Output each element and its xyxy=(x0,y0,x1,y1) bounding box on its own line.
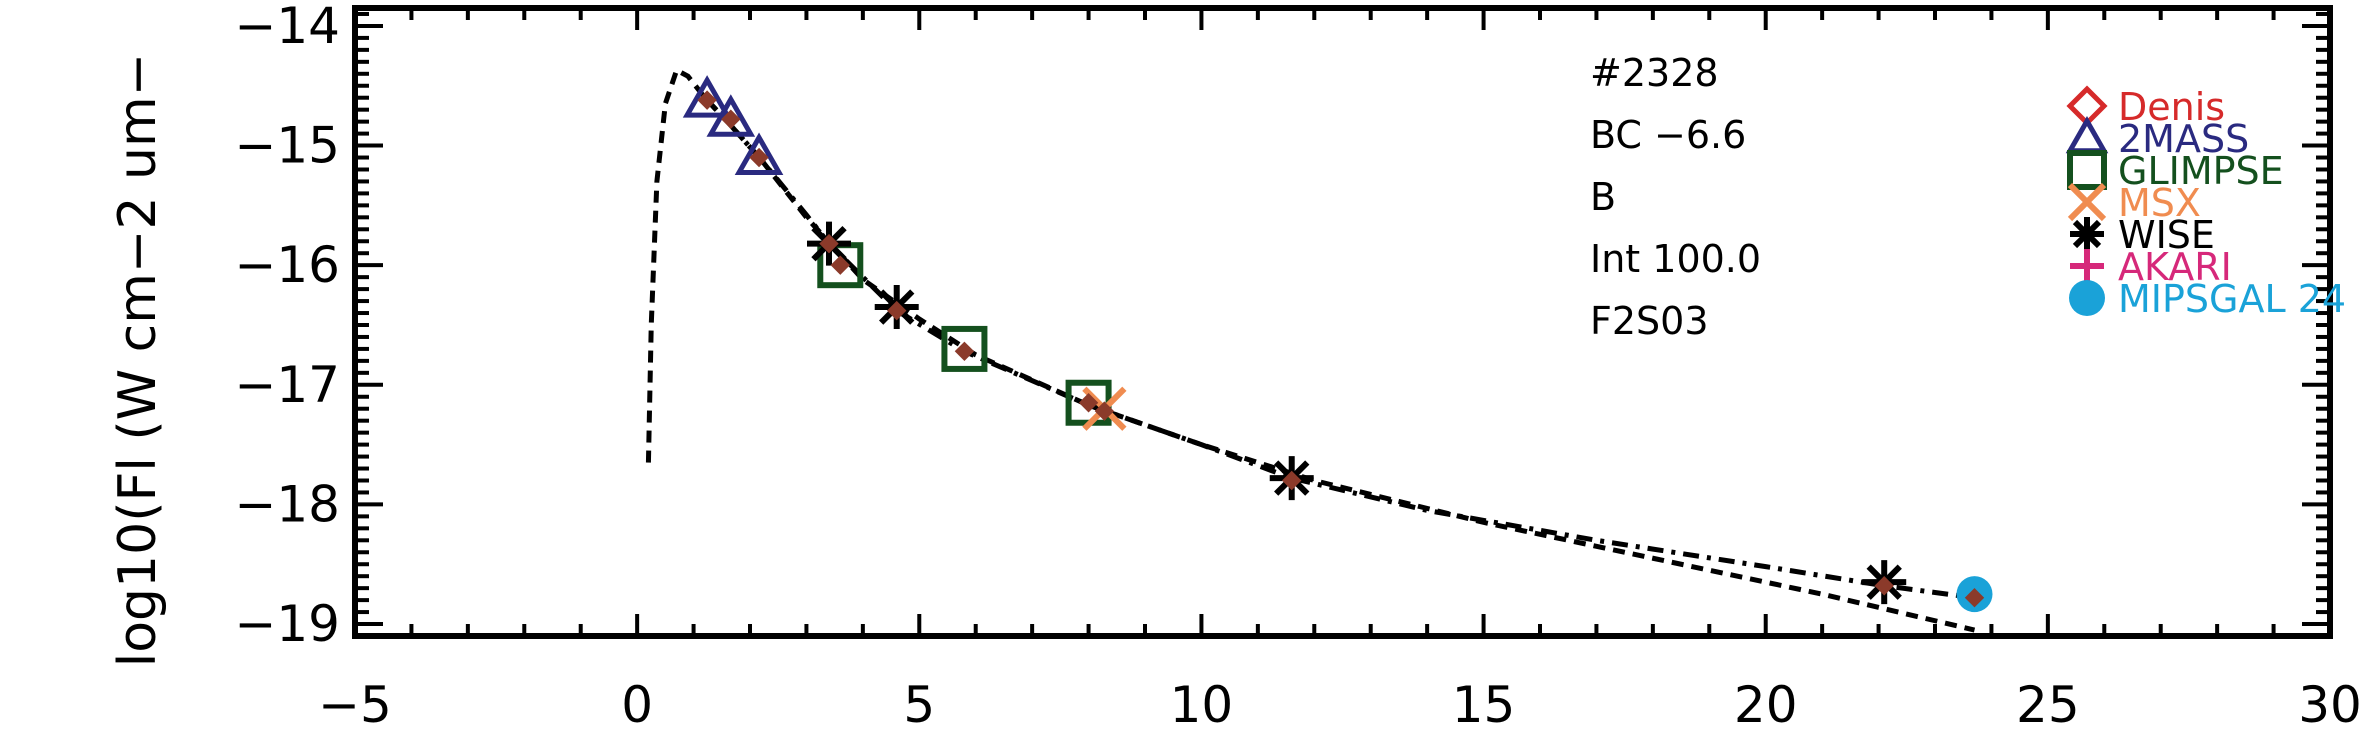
model-point xyxy=(830,255,850,275)
legend-label: Denis xyxy=(2118,85,2225,129)
model-point xyxy=(1874,576,1894,596)
model-point xyxy=(954,341,975,362)
y-tick-label: −19 xyxy=(234,595,340,653)
legend-marker-msx xyxy=(2067,182,2107,222)
plot-frame xyxy=(352,5,2333,639)
model-point xyxy=(887,300,907,321)
y-tick-label: −18 xyxy=(234,475,340,533)
annotation-text: Int 100.0 xyxy=(1590,237,1761,281)
marker-2mass xyxy=(682,75,732,118)
model-dashdot-line xyxy=(703,95,1975,601)
annotation-text: BC −6.6 xyxy=(1590,113,1746,157)
model-point xyxy=(819,233,839,254)
marker-glimpse xyxy=(941,325,988,372)
x-tick-label: 30 xyxy=(2298,676,2361,734)
legend-label: MIPSGAL 24 xyxy=(2118,277,2346,321)
x-tick-label: 15 xyxy=(1452,676,1516,734)
legend-marker-mipsgal-24 xyxy=(2069,280,2105,316)
model-dashed-line xyxy=(645,66,1976,633)
legend-label: WISE xyxy=(2118,213,2215,257)
annotation-text: B xyxy=(1590,175,1616,219)
model-point xyxy=(1078,393,1099,413)
y-tick-label: −14 xyxy=(234,0,340,55)
legend-marker-wise-stroke xyxy=(2072,219,2102,249)
legend-marker-akari xyxy=(2070,249,2104,283)
model-point xyxy=(1282,470,1302,491)
x-tick-label: −5 xyxy=(318,676,392,734)
x-tick-label: 0 xyxy=(621,676,653,734)
model-point xyxy=(721,109,741,129)
legend-label: MSX xyxy=(2118,181,2201,225)
legend-marker-wise xyxy=(2070,217,2104,251)
x-tick-label: 20 xyxy=(1734,676,1798,734)
legend-marker-msx-stroke xyxy=(2067,182,2107,222)
legend-label: 2MASS xyxy=(2118,117,2249,161)
y-axis-label: log10(Fl (W cm−2 um− xyxy=(108,53,168,667)
y-tick-label: −16 xyxy=(234,236,340,294)
y-tick-label: −17 xyxy=(234,356,340,414)
legend-marker-2mass xyxy=(2065,115,2109,154)
marker-2mass xyxy=(706,94,756,137)
legend-label: GLIMPSE xyxy=(2118,149,2284,193)
model-point xyxy=(1094,401,1115,421)
x-tick-label: 10 xyxy=(1170,676,1234,734)
model-point xyxy=(1964,588,1985,608)
legend-label: AKARI xyxy=(2118,245,2232,289)
x-tick-label: 5 xyxy=(903,676,935,734)
model-point xyxy=(697,90,717,110)
marker-2mass xyxy=(734,132,784,176)
annotation-text: F2S03 xyxy=(1590,299,1709,343)
annotation-text: #2328 xyxy=(1590,51,1719,95)
y-tick-label: −15 xyxy=(234,117,340,175)
x-tick-label: 25 xyxy=(2016,676,2080,734)
legend-marker-glimpse xyxy=(2067,150,2107,190)
model-point xyxy=(749,147,769,168)
